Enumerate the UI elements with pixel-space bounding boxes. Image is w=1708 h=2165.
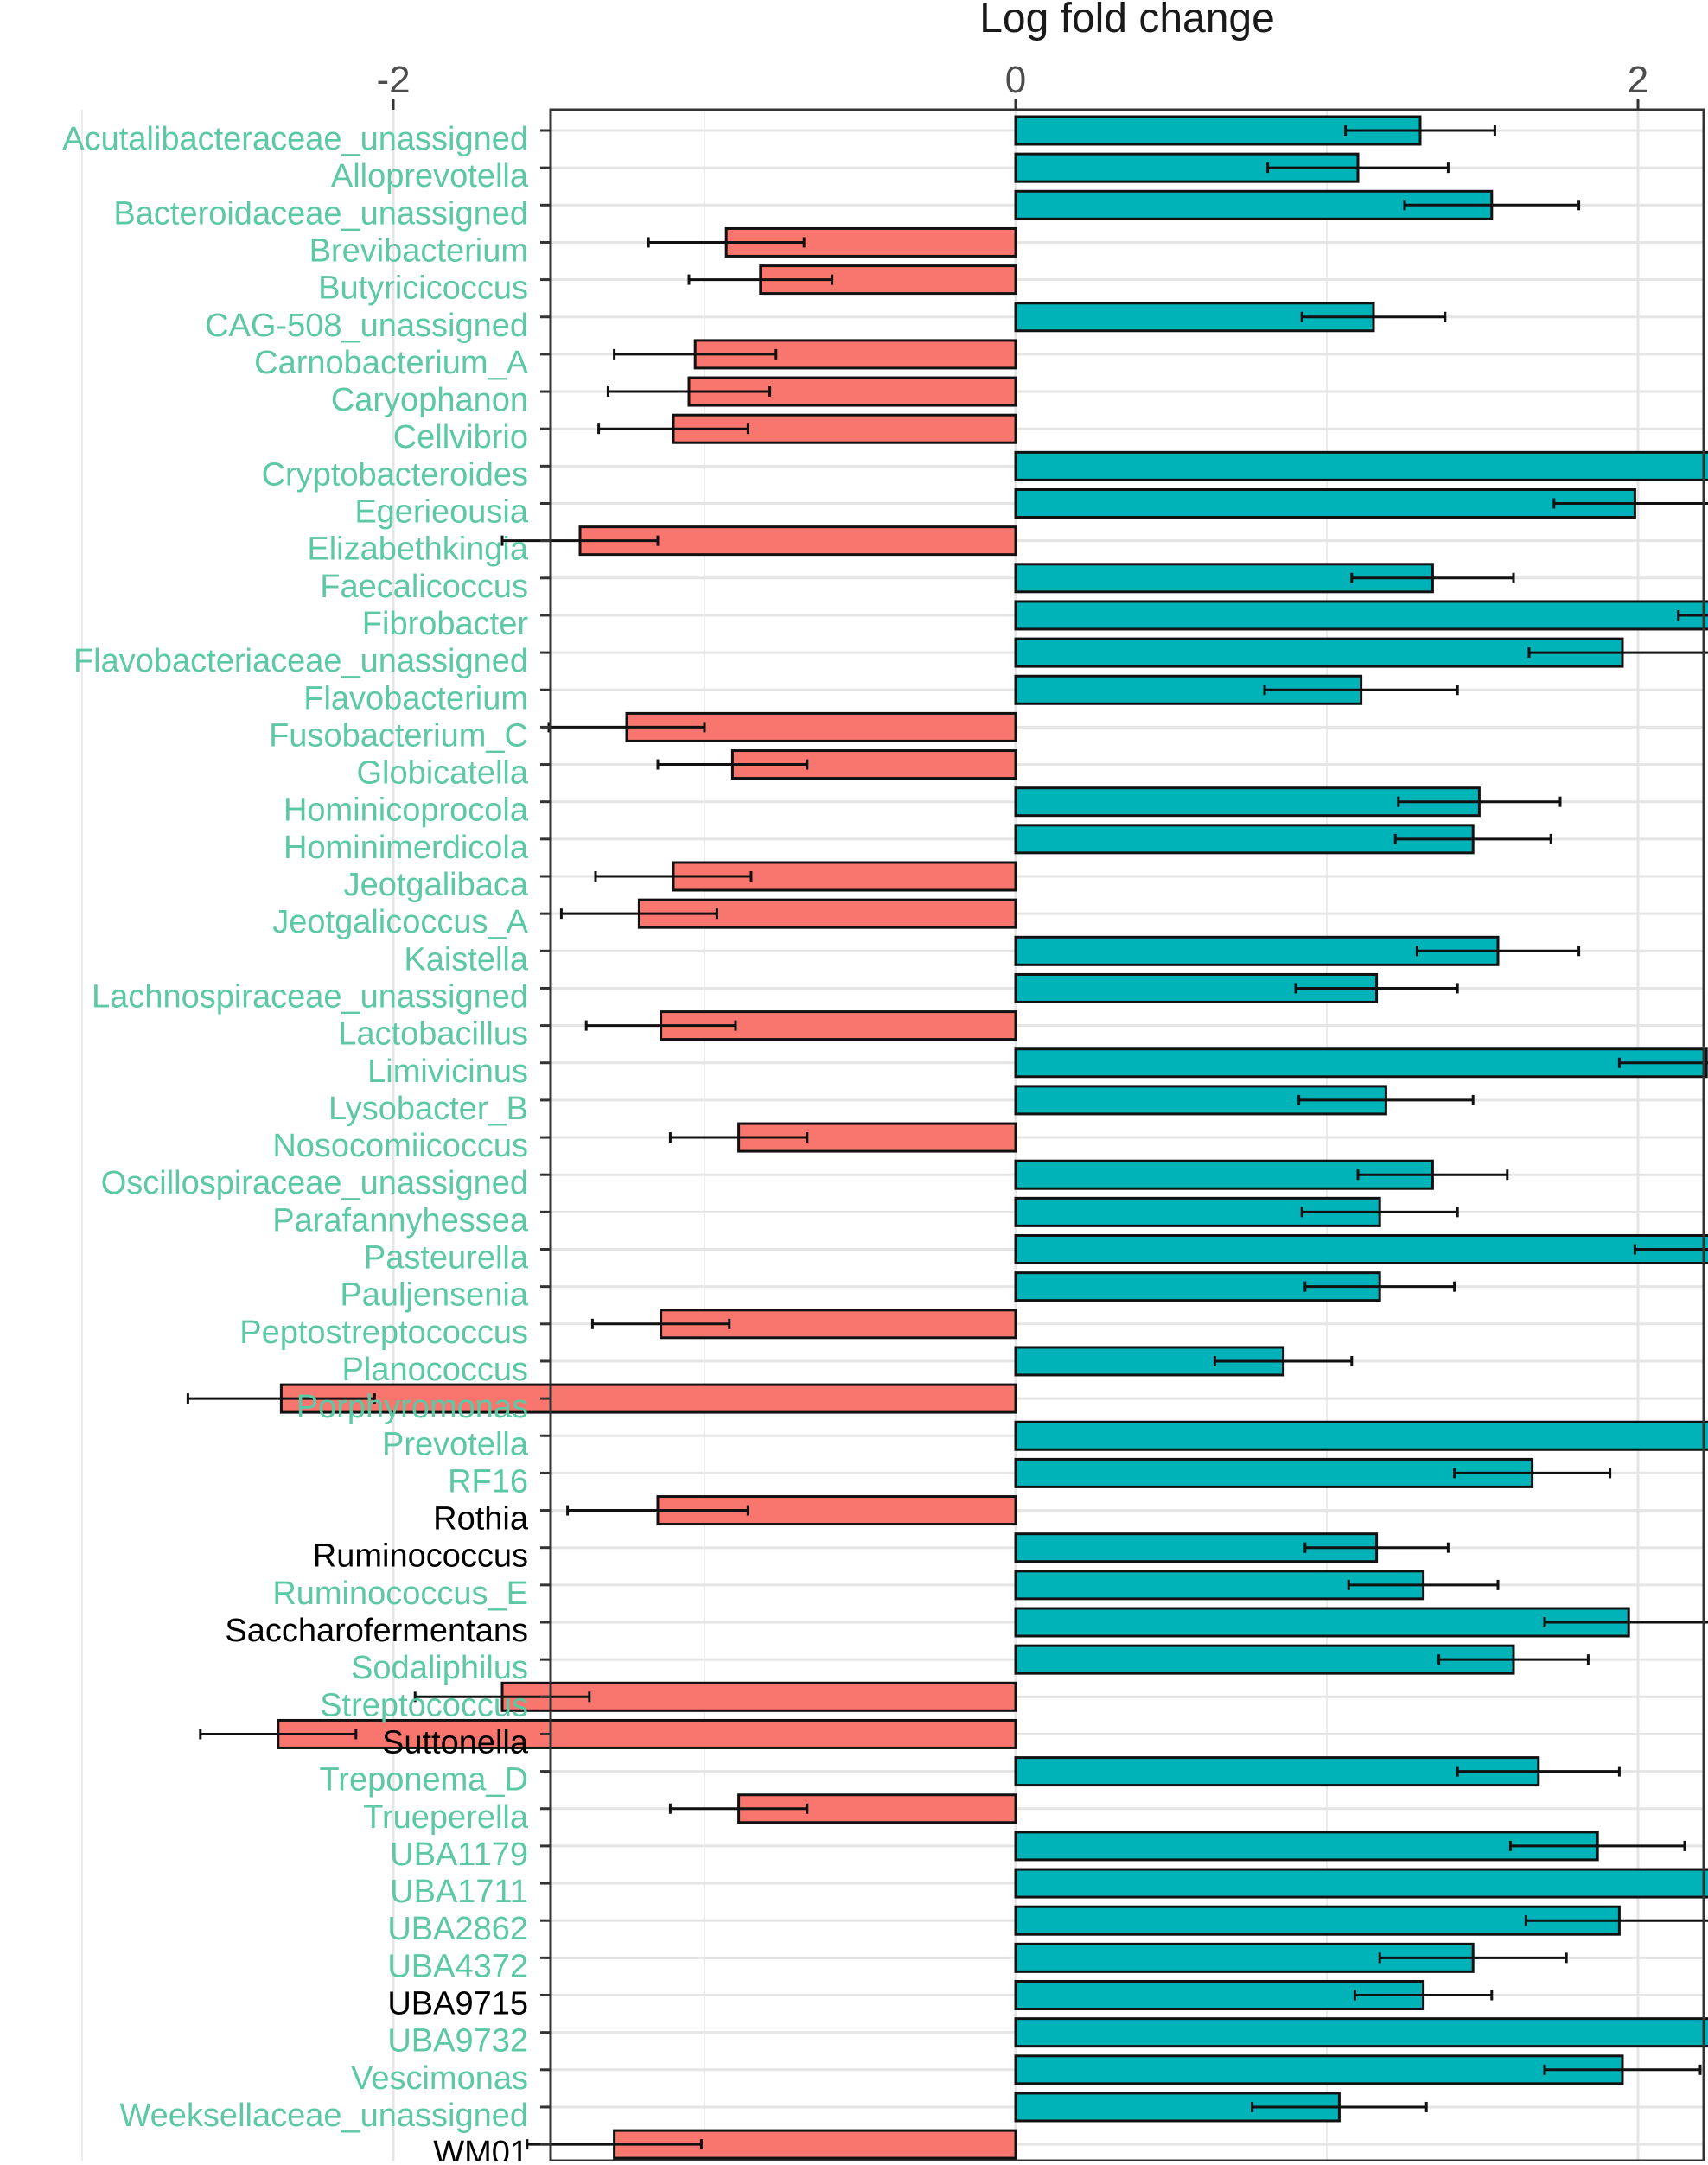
- y-tick-label: Globicatella: [356, 755, 528, 792]
- y-tick-label: CAG-508_unassigned: [205, 308, 528, 344]
- y-tick-label: Butyricicoccus: [318, 271, 528, 307]
- y-tick-label: UBA4372: [387, 1948, 528, 1984]
- y-tick-label: Elizabethkingia: [307, 532, 528, 568]
- y-tick-label: Cellvibrio: [393, 419, 528, 455]
- y-tick-label: Cryptobacteroides: [262, 456, 528, 493]
- bar: [1014, 2017, 1708, 2048]
- bar: [613, 2129, 1017, 2160]
- y-tick-label: Treponema_D: [320, 1762, 529, 1799]
- x-tick-label: -2: [376, 59, 410, 101]
- y-tick-label: UBA2862: [387, 1911, 528, 1947]
- y-tick-label: Nosocomiicoccus: [272, 1128, 528, 1164]
- bar-layer: [277, 115, 1708, 2160]
- y-tick-label: Bacteroidaceae_unassigned: [113, 195, 528, 232]
- y-tick-label: Flavobacteriaceae_unassigned: [73, 643, 528, 679]
- y-tick-label: Kaistella: [404, 941, 528, 977]
- y-tick-label: RF16: [448, 1463, 528, 1500]
- y-tick-label: Trueperella: [363, 1799, 529, 1836]
- y-tick-label: Flavobacterium: [303, 680, 528, 716]
- bar: [1014, 1905, 1621, 1936]
- bar: [1014, 1607, 1630, 1638]
- x-tick-layer: -2024: [376, 59, 1648, 110]
- y-tick-label: Acutalibacteraceae_unassigned: [62, 121, 528, 157]
- y-tick-label: Carnobacterium_A: [254, 345, 528, 381]
- bar: [724, 226, 1017, 258]
- y-tick-label: Prevotella: [382, 1426, 529, 1462]
- y-tick-label: Jeotgalibaca: [344, 867, 529, 903]
- y-tick-label: Ruminococcus_E: [272, 1576, 528, 1612]
- y-tick-label: Caryophanon: [331, 382, 528, 418]
- y-tick-label: Brevibacterium: [309, 232, 528, 269]
- y-tick-label: UBA9732: [387, 2023, 528, 2060]
- y-tick-label: UBA1179: [390, 1837, 528, 1873]
- y-tick-label: Egerieousia: [354, 494, 529, 531]
- x-tick-label: 0: [1005, 59, 1026, 101]
- y-tick-label: Ruminococcus: [313, 1538, 528, 1575]
- y-tick-label: Fibrobacter: [362, 606, 529, 642]
- y-tick-label: Jeotgalicoccus_A: [272, 904, 528, 940]
- y-tick-label: Streptococcus: [320, 1687, 528, 1723]
- error-bar-layer: [186, 125, 1708, 2150]
- y-tick-label: Pauljensenia: [340, 1277, 528, 1314]
- y-tick-layer: Acutalibacteraceae_unassignedAlloprevote…: [62, 121, 551, 2165]
- bar: [1014, 1420, 1708, 1451]
- y-tick-label: Parafannyhessea: [272, 1202, 529, 1239]
- y-tick-label: Rothia: [433, 1501, 529, 1538]
- y-tick-label: Faecalicoccus: [320, 569, 528, 605]
- x-axis-title: Log fold change: [979, 0, 1275, 41]
- y-tick-label: Sodaliphilus: [351, 1650, 528, 1686]
- y-tick-label: Peptostreptococcus: [239, 1315, 528, 1351]
- bar: [1014, 152, 1360, 183]
- y-tick-label: UBA9715: [387, 1986, 528, 2022]
- bar: [1014, 1756, 1540, 1787]
- bar: [1014, 1831, 1599, 1862]
- y-tick-label: Fusobacterium_C: [269, 717, 528, 754]
- y-tick-label: UBA1711: [390, 1874, 528, 1910]
- y-tick-label: Limivicinus: [367, 1054, 528, 1090]
- bar: [1014, 1644, 1515, 1675]
- y-tick-label: WM01: [433, 2135, 528, 2161]
- bar: [1014, 637, 1624, 668]
- bar: [1014, 2054, 1624, 2085]
- y-tick-label: Hominicoprocola: [284, 793, 529, 829]
- y-tick-label: Saccharofermentans: [225, 1613, 528, 1649]
- bar: [1014, 1234, 1708, 1264]
- y-tick-label: Suttonella: [382, 1724, 529, 1761]
- y-tick-label: Lachnospiraceae_unassigned: [92, 978, 528, 1015]
- y-tick-label: Oscillospiraceae_unassigned: [101, 1165, 528, 1201]
- bar: [1014, 600, 1708, 631]
- bar: [1014, 488, 1636, 519]
- bar: [1014, 1047, 1708, 1079]
- y-tick-label: Weeksellaceae_unassigned: [119, 2098, 528, 2134]
- y-tick-label: Planococcus: [342, 1352, 528, 1388]
- bar: [1014, 1868, 1708, 1899]
- y-tick-label: Hominimerdicola: [284, 830, 529, 866]
- bar: [1014, 450, 1708, 481]
- y-tick-label: Vescimonas: [351, 2060, 528, 2097]
- x-tick-label: 2: [1628, 59, 1648, 101]
- y-tick-label: Pasteurella: [364, 1240, 529, 1277]
- y-tick-label: Porphyromonas: [296, 1389, 528, 1425]
- y-tick-label: Lysobacter_B: [328, 1091, 528, 1127]
- y-tick-label: Lactobacillus: [338, 1016, 528, 1053]
- y-tick-label: Alloprevotella: [331, 158, 529, 194]
